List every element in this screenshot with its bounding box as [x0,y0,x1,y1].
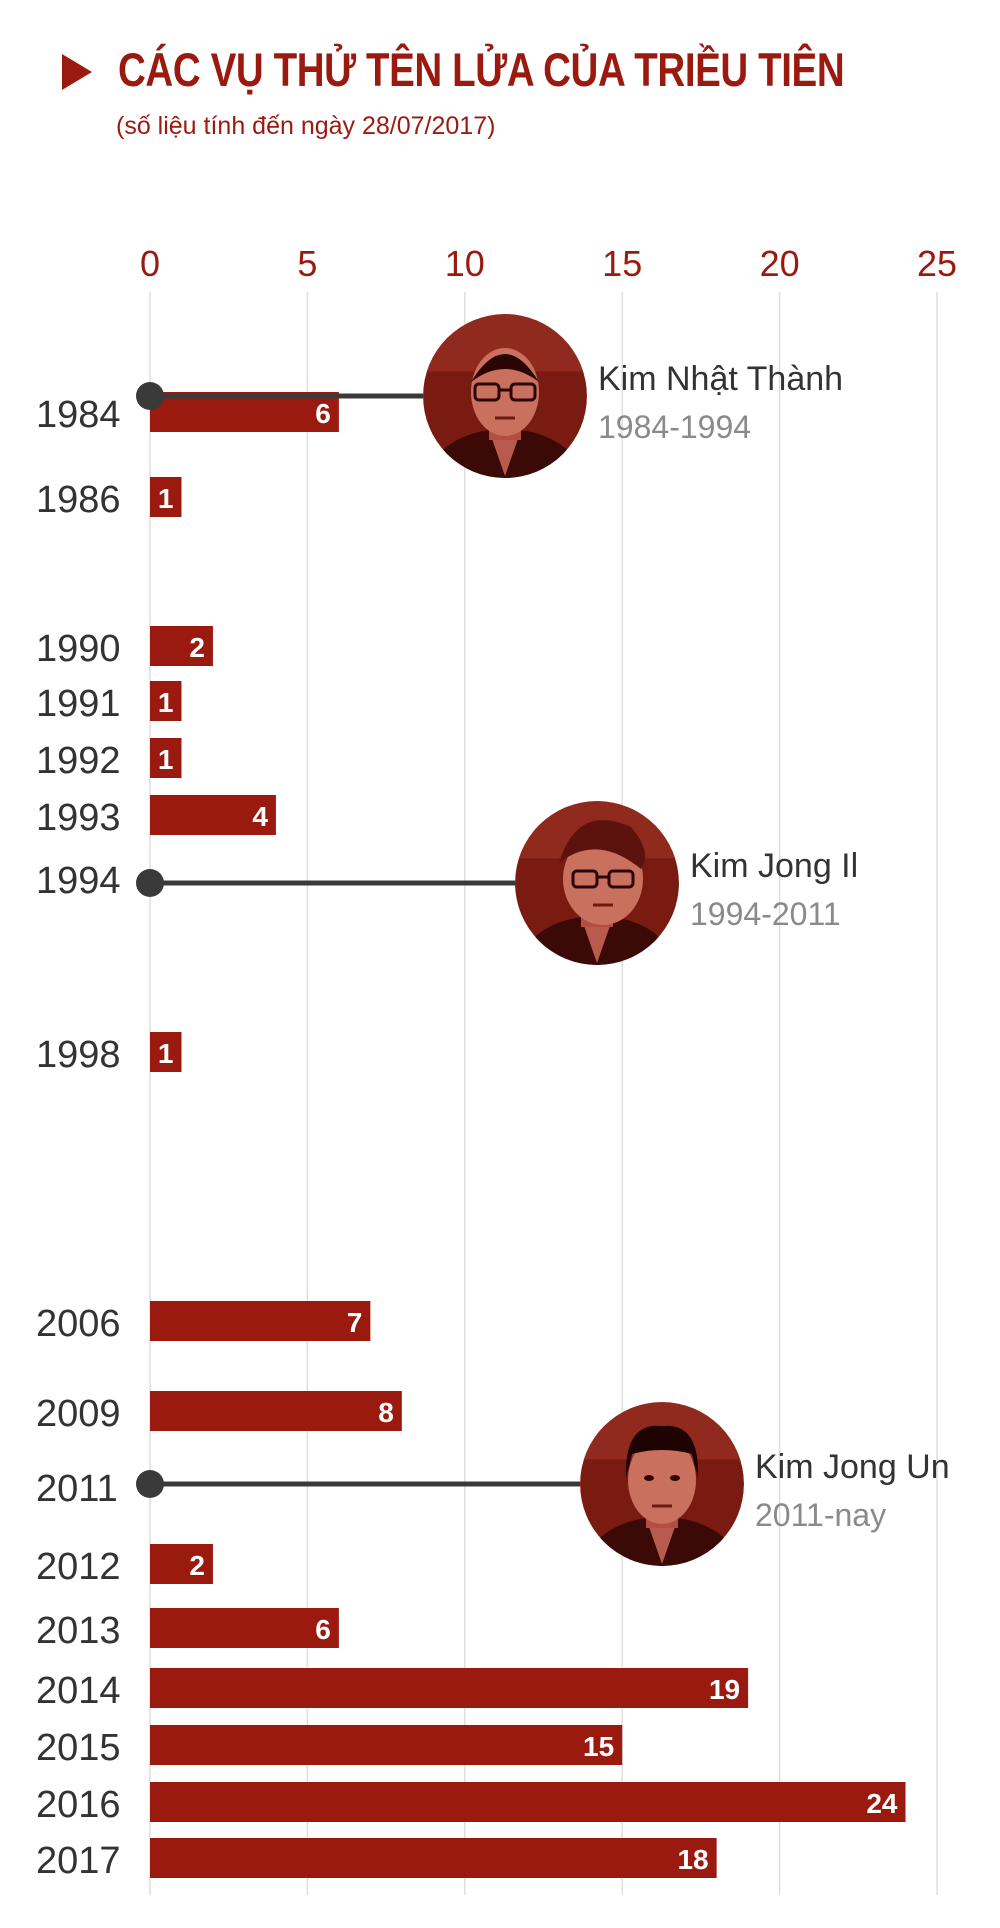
bar-2014 [150,1668,749,1708]
leader-dot [136,869,164,897]
leader-name: Kim Nhật Thành [598,360,843,398]
year-label: 2017 [36,1840,121,1882]
bar-value-label: 24 [866,1788,898,1819]
bar-value-label: 2 [189,1550,205,1581]
bar-value-label: 15 [583,1731,614,1762]
bar-value-label: 19 [709,1674,740,1705]
kim-jong-un-portrait-icon [580,1402,744,1566]
bar-1986 [150,477,182,517]
bar-2012 [150,1544,213,1584]
bar-value-label: 7 [347,1307,363,1338]
year-label: 1994 [36,860,121,902]
year-label: 2011 [36,1468,118,1510]
bar-value-label: 18 [677,1844,708,1875]
bar-1991 [150,681,182,721]
leader-marker-1984: Kim Nhật Thành 1984-1994 [136,314,843,478]
bar-2017 [150,1838,717,1878]
bar-2015 [150,1725,623,1765]
play-triangle-icon [62,54,92,90]
bar-1992 [150,738,182,778]
leader-period: 2011-nay [755,1497,886,1533]
bar-value-label: 4 [252,801,268,832]
bar-1998 [150,1032,182,1072]
x-tick-label: 0 [140,243,160,284]
bar-value-label: 1 [158,1038,174,1069]
year-label: 1986 [36,479,121,521]
year-label: 1993 [36,797,121,839]
chart-subtitle: (số liệu tính đến ngày 28/07/2017) [116,112,496,140]
leader-period: 1994-2011 [690,896,841,932]
year-label: 2006 [36,1303,121,1345]
bar-value-label: 1 [158,687,174,718]
x-tick-label: 5 [297,243,317,284]
year-label: 2009 [36,1393,121,1435]
bar-value-label: 2 [189,632,205,663]
chart-title: CÁC VỤ THỬ TÊN LỬA CỦA TRIỀU TIÊN [118,43,845,96]
year-label: 1984 [36,394,121,436]
bar-value-label: 6 [315,398,331,429]
bar-2016 [150,1782,906,1822]
leader-marker-2011: Kim Jong Un 2011-nay [136,1402,950,1566]
bar-value-label: 8 [378,1397,394,1428]
bar-2009 [150,1391,402,1431]
year-label: 2013 [36,1610,121,1652]
kim-il-sung-portrait-icon [423,314,587,478]
bar-2013 [150,1608,339,1648]
x-tick-label: 20 [760,243,800,284]
bar-1993 [150,795,276,835]
bar-1990 [150,626,213,666]
year-label: 2012 [36,1546,121,1588]
leader-period: 1984-1994 [598,409,751,445]
leader-name: Kim Jong Un [755,1448,950,1486]
year-label: 2015 [36,1727,121,1769]
year-label: 2016 [36,1784,121,1826]
x-tick-label: 10 [445,243,485,284]
kim-jong-il-portrait-icon [515,801,679,965]
year-label: 1998 [36,1034,121,1076]
year-label: 1992 [36,740,121,782]
bar-value-label: 1 [158,483,174,514]
leader-name: Kim Jong Il [690,847,858,885]
year-label: 1990 [36,628,121,670]
bar-2006 [150,1301,371,1341]
x-tick-label: 25 [917,243,957,284]
bar-value-label: 6 [315,1614,331,1645]
bar-value-label: 1 [158,744,174,775]
leader-dot [136,382,164,410]
bar-1984 [150,392,339,432]
year-label: 1991 [36,683,121,725]
x-tick-label: 15 [602,243,642,284]
leader-marker-1994: Kim Jong Il 1994-2011 [136,801,858,965]
leader-dot [136,1470,164,1498]
year-label: 2014 [36,1670,121,1712]
